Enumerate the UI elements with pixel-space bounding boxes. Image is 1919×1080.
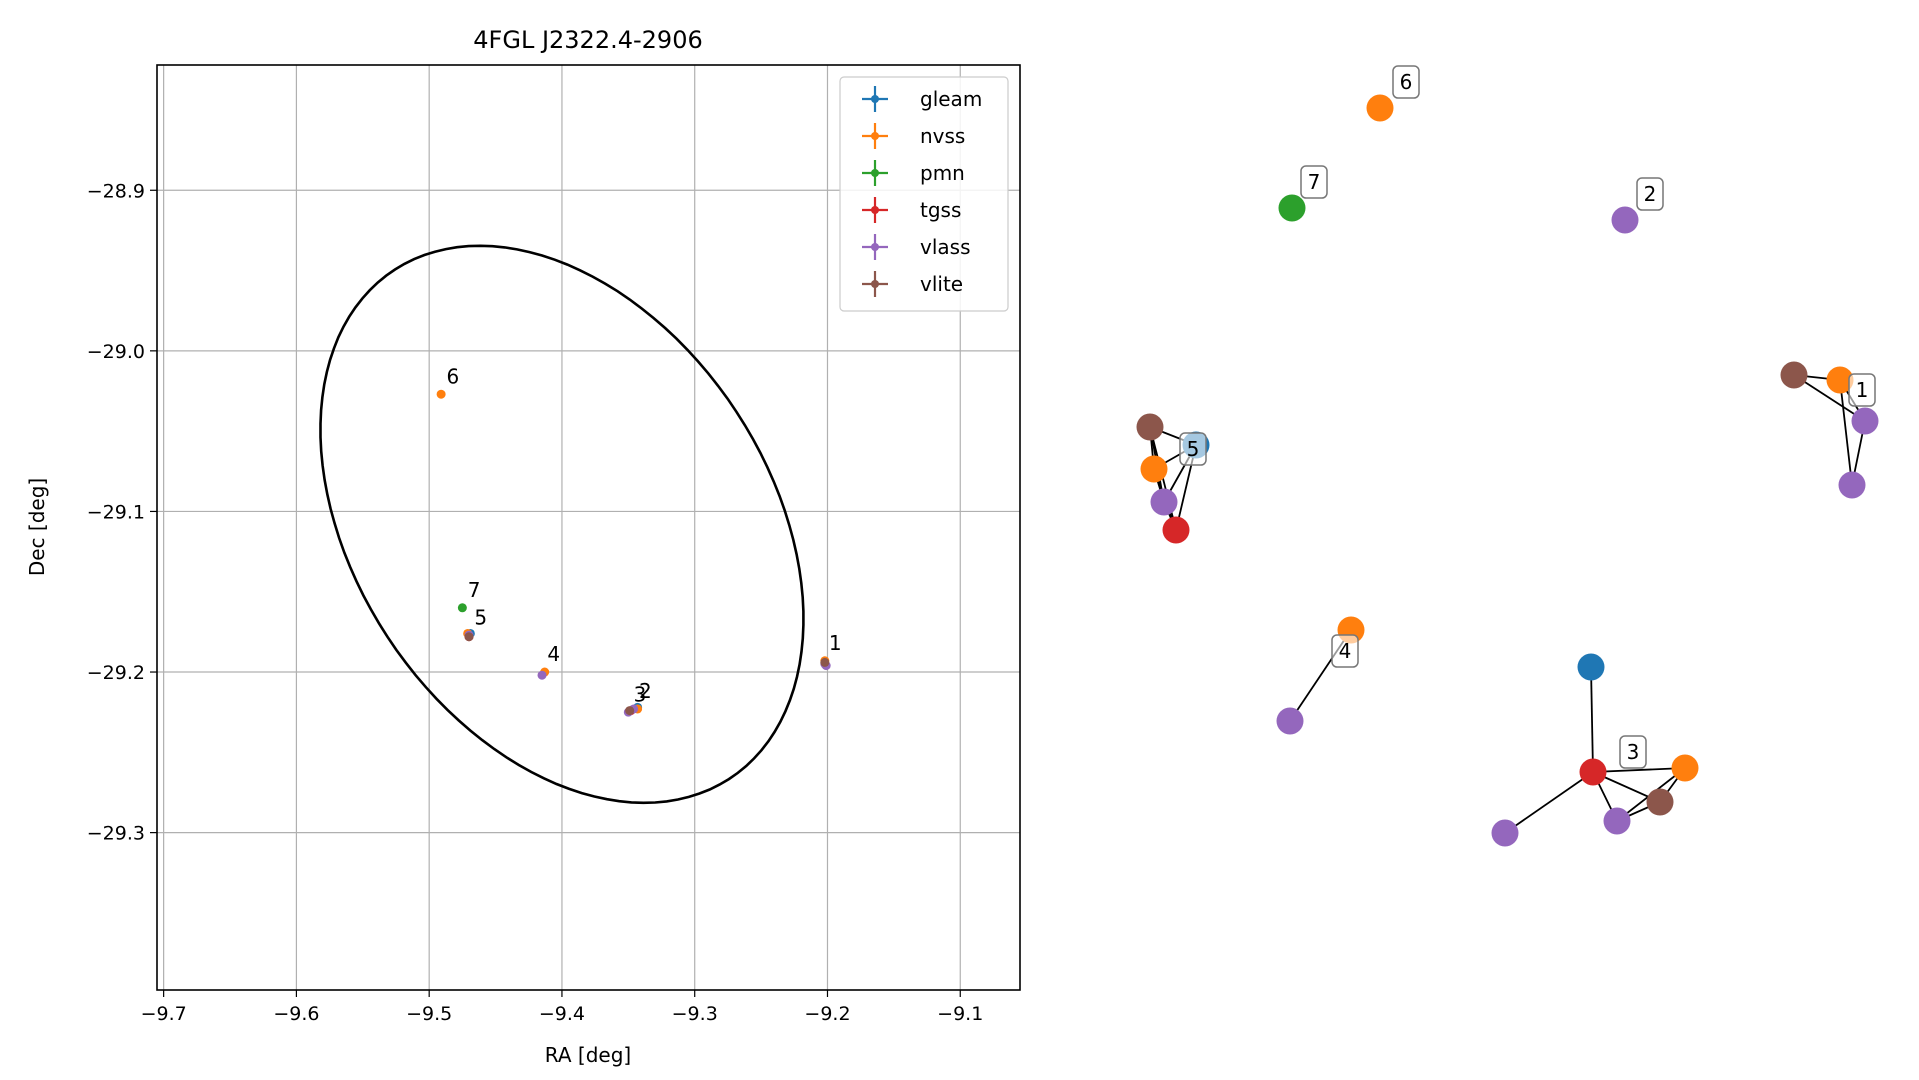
network-node-vlass — [1491, 819, 1519, 847]
x-tick-label: −9.4 — [539, 1003, 585, 1025]
point-annotation: 7 — [468, 578, 481, 602]
y-axis-label: Dec [deg] — [25, 478, 49, 576]
data-point-vlite — [464, 632, 474, 642]
data-point-pmn — [457, 603, 467, 613]
x-tick-label: −9.5 — [406, 1003, 452, 1025]
node-label-box — [1619, 735, 1647, 769]
y-tick-label: −29.0 — [87, 341, 145, 363]
y-tick-label: −29.1 — [87, 501, 145, 523]
node-label-box — [1848, 373, 1876, 407]
node-label: 4 — [1339, 639, 1352, 663]
edge-layer — [1149, 374, 1866, 834]
network-node-nvss — [1366, 94, 1394, 122]
legend-item-tgss: tgss — [862, 197, 961, 223]
network-node-vlite — [1646, 788, 1674, 816]
node-label-box — [1300, 165, 1328, 199]
legend-marker-dot — [871, 243, 879, 251]
network-node-nvss — [1671, 754, 1699, 782]
network-edge — [1590, 666, 1594, 773]
data-point-nvss — [436, 389, 446, 399]
node-label: 5 — [1187, 437, 1200, 461]
point-annotation: 6 — [446, 364, 459, 388]
legend-marker-dot — [871, 95, 879, 103]
legend-marker-dot — [871, 169, 879, 177]
network-panel: 6 7 2 1 5 4 3 — [1136, 65, 1879, 847]
y-tick-label: −29.2 — [87, 662, 145, 684]
node-label: 1 — [1856, 378, 1869, 402]
network-node-gleam — [1577, 653, 1605, 681]
legend-item-pmn: pmn — [862, 160, 965, 186]
node-layer — [1136, 94, 1879, 847]
network-edge — [1839, 379, 1853, 486]
x-axis-label: RA [deg] — [545, 1043, 631, 1067]
node-label: 2 — [1644, 182, 1657, 206]
point-annotation: 1 — [829, 631, 842, 655]
grid-layer — [157, 65, 1020, 990]
legend-marker-dot — [871, 132, 879, 140]
network-node-vlass — [1603, 807, 1631, 835]
data-point-vlass — [537, 670, 547, 680]
error-ellipse — [319, 244, 805, 805]
y-tick-label: −29.3 — [87, 823, 145, 845]
node-label: 6 — [1400, 70, 1413, 94]
legend-label: tgss — [920, 198, 961, 222]
legend: gleam nvss pmn tgss vlass vlite — [839, 76, 1009, 312]
legend-marker-dot — [871, 206, 879, 214]
network-node-tgss — [1162, 516, 1190, 544]
network-node-vlass — [1150, 488, 1178, 516]
legend-item-nvss: nvss — [862, 123, 965, 149]
network-node-vlite — [1780, 361, 1808, 389]
chart-title: 4FGL J2322.4-2906 — [473, 26, 702, 54]
node-label: 7 — [1308, 170, 1321, 194]
legend-item-gleam: gleam — [862, 86, 982, 112]
network-edge — [1592, 767, 1686, 773]
network-node-vlass — [1851, 407, 1879, 435]
point-annotation: 4 — [547, 642, 560, 666]
network-node-vlass — [1276, 707, 1304, 735]
legend-label: nvss — [920, 124, 965, 148]
tick-layer: −9.7 −9.6 −9.5 −9.4 −9.3 −9.2 −9.1 −28.9 −29.0 −2… — [87, 180, 984, 1025]
node-label-box — [1179, 432, 1207, 466]
network-edge — [1793, 374, 1866, 422]
network-node-pmn — [1278, 194, 1306, 222]
point-annotation: 5 — [474, 605, 487, 629]
legend-item-vlass: vlass — [862, 234, 971, 260]
network-node-nvss — [1826, 366, 1854, 394]
x-tick-label: −9.1 — [937, 1003, 983, 1025]
legend-label: gleam — [920, 87, 982, 111]
error-ellipse-layer — [319, 244, 805, 805]
network-node-nvss — [1140, 455, 1168, 483]
y-tick-label: −28.9 — [87, 180, 145, 202]
plot-frame — [156, 64, 1021, 991]
node-label-box — [1331, 634, 1359, 668]
node-label: 3 — [1627, 740, 1640, 764]
network-node-vlite — [1136, 413, 1164, 441]
point-annotation: 2 — [639, 679, 652, 703]
x-tick-label: −9.7 — [141, 1003, 187, 1025]
node-label-box — [1392, 65, 1420, 99]
data-point-vlite — [625, 706, 635, 716]
node-label-box — [1636, 177, 1664, 211]
points-layer — [436, 389, 831, 717]
network-node-vlass — [1838, 471, 1866, 499]
legend-item-vlite: vlite — [862, 271, 963, 297]
network-edge — [1504, 771, 1594, 834]
x-tick-label: −9.2 — [804, 1003, 850, 1025]
data-point-vlite — [820, 657, 830, 667]
legend-label: vlass — [920, 235, 971, 259]
node-label-layer: 6 7 2 1 5 4 3 — [1179, 65, 1876, 769]
x-tick-label: −9.3 — [672, 1003, 718, 1025]
legend-label: vlite — [920, 272, 963, 296]
legend-label: pmn — [920, 161, 965, 185]
network-node-tgss — [1579, 758, 1607, 786]
legend-marker-dot — [871, 280, 879, 288]
point-annotation: 3 — [634, 682, 647, 706]
network-node-vlass — [1611, 206, 1639, 234]
x-tick-label: −9.6 — [273, 1003, 319, 1025]
